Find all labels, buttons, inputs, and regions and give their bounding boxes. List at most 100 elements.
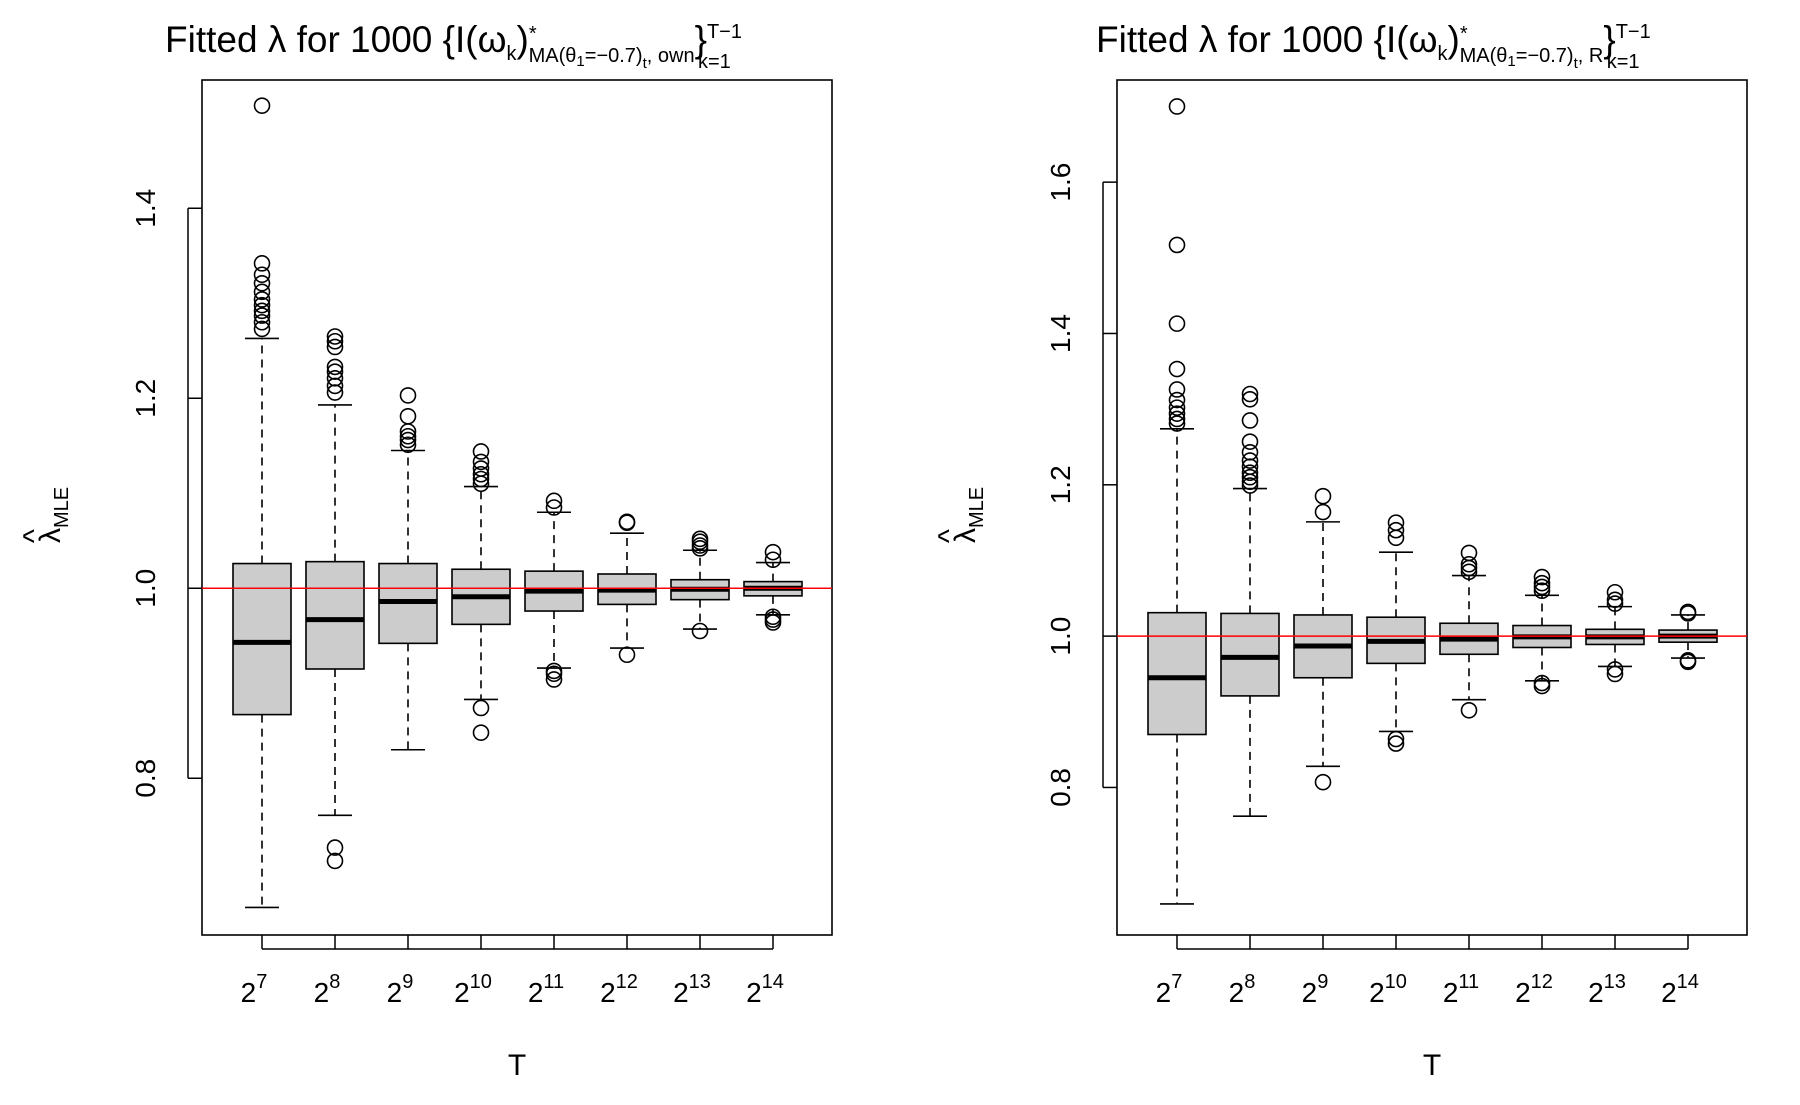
box-2-11 bbox=[524, 492, 584, 688]
title-brace: } bbox=[1603, 19, 1615, 60]
chart-panel-2: Fitted λ for 1000 {I(ωk)* MA(θ1=−0.7)t, R… bbox=[933, 19, 1748, 1082]
outlier-point bbox=[253, 97, 271, 114]
x-tick-base: 2 bbox=[387, 977, 403, 1008]
x-tick-label: 212 bbox=[600, 971, 638, 1008]
outlier-point bbox=[1533, 578, 1551, 596]
outlier-point bbox=[326, 852, 344, 870]
outlier-point bbox=[326, 328, 344, 345]
x-tick-base: 2 bbox=[241, 977, 257, 1008]
box-2-7 bbox=[1147, 98, 1207, 905]
y-tick-label: 1.2 bbox=[1045, 465, 1076, 504]
x-axis-label: T bbox=[1423, 1049, 1441, 1082]
title-sub-ma: MA(θ bbox=[529, 45, 577, 67]
outlier-point bbox=[1679, 603, 1697, 621]
y-axis-label: ^λMLE bbox=[18, 487, 73, 543]
x-tick-exponent: 14 bbox=[762, 971, 784, 993]
outlier-point bbox=[1168, 236, 1186, 254]
outlier-point bbox=[472, 724, 490, 741]
outlier-point bbox=[1387, 730, 1405, 748]
outlier-point bbox=[326, 338, 344, 356]
outlier-point bbox=[1241, 452, 1259, 469]
x-tick-label: 29 bbox=[387, 971, 414, 1008]
outlier-point bbox=[399, 436, 417, 454]
outlier-point bbox=[399, 427, 417, 445]
outlier-point bbox=[1168, 315, 1186, 332]
outlier-point bbox=[1533, 568, 1551, 586]
x-tick-label: 28 bbox=[1229, 971, 1256, 1008]
x-tick-exponent: 10 bbox=[470, 971, 492, 993]
x-tick-exponent: 12 bbox=[616, 971, 638, 993]
y-tick-label: 1.0 bbox=[1045, 617, 1076, 656]
chart-title: Fitted λ for 1000 {I(ωk)* MA(θ1=−0.7)t, R… bbox=[1096, 19, 1651, 73]
x-tick-exponent: 13 bbox=[689, 971, 711, 993]
outlier-point bbox=[1168, 415, 1186, 432]
title-sub-k: k bbox=[507, 43, 518, 65]
title-brace: } bbox=[695, 19, 707, 60]
outlier-point bbox=[1387, 521, 1405, 539]
y-tick-label: 0.8 bbox=[130, 759, 161, 798]
box-2-10 bbox=[1366, 514, 1426, 752]
iqr-box bbox=[305, 560, 365, 670]
outlier-point bbox=[764, 543, 782, 561]
outlier-point bbox=[1168, 399, 1186, 416]
outlier-point bbox=[253, 274, 271, 292]
outlier-point bbox=[1533, 574, 1551, 592]
title-sub-kind: , R bbox=[1578, 45, 1604, 67]
outlier-point bbox=[472, 470, 490, 488]
title-lower: k=1 bbox=[698, 51, 731, 73]
outlier-point bbox=[253, 307, 271, 324]
outlier-point bbox=[1460, 559, 1478, 577]
outlier-point bbox=[1314, 503, 1332, 521]
outlier-point bbox=[1168, 391, 1186, 409]
x-tick-exponent: 10 bbox=[1385, 971, 1407, 993]
x-tick-label: 212 bbox=[1515, 971, 1553, 1008]
outlier-point bbox=[1241, 468, 1259, 486]
x-tick-exponent: 8 bbox=[329, 971, 340, 993]
outlier-point bbox=[253, 320, 271, 338]
outlier-point bbox=[399, 387, 417, 404]
chart-panel-1: Fitted λ for 1000 {I(ωk)* MA(θ1=−0.7)t, o… bbox=[18, 19, 833, 1082]
title-close: ) bbox=[517, 19, 529, 60]
y-tick-label: 0.8 bbox=[1045, 768, 1076, 807]
title-sub-value: =−0.7) bbox=[585, 45, 643, 67]
outlier-point bbox=[691, 530, 709, 548]
x-tick-exponent: 13 bbox=[1604, 971, 1626, 993]
outlier-point bbox=[1314, 487, 1332, 505]
y-label-sub: MLE bbox=[966, 487, 988, 528]
outlier-point bbox=[1168, 405, 1186, 422]
outlier-point bbox=[253, 313, 271, 331]
y-tick-label: 1.4 bbox=[130, 189, 161, 228]
x-tick-base: 2 bbox=[454, 977, 470, 1008]
title-sub-t: t bbox=[643, 55, 648, 72]
x-tick-exponent: 7 bbox=[1171, 971, 1182, 993]
outlier-point bbox=[1606, 665, 1624, 683]
outlier-point bbox=[399, 407, 417, 425]
x-tick-base: 2 bbox=[1229, 977, 1245, 1008]
outlier-point bbox=[1168, 410, 1186, 428]
title-star: * bbox=[1460, 23, 1468, 45]
x-tick-label: 213 bbox=[1588, 971, 1626, 1008]
box-2-11 bbox=[1439, 544, 1499, 719]
y-label-sub: MLE bbox=[51, 487, 73, 528]
outlier-point bbox=[472, 460, 490, 477]
x-tick-base: 2 bbox=[1588, 977, 1604, 1008]
x-tick-base: 2 bbox=[1661, 977, 1677, 1008]
outlier-point bbox=[1168, 381, 1186, 398]
outlier-point bbox=[1387, 514, 1405, 531]
y-label-hat: ^ bbox=[933, 529, 966, 543]
x-tick-base: 2 bbox=[1443, 977, 1459, 1008]
box-2-9 bbox=[378, 387, 438, 751]
title-upper: T−1 bbox=[707, 21, 742, 43]
outlier-point bbox=[1460, 555, 1478, 573]
outlier-point bbox=[691, 622, 709, 640]
box-2-12 bbox=[597, 513, 657, 664]
title-sub-value: =−0.7) bbox=[1516, 45, 1574, 67]
title-sub-kind: , own bbox=[647, 45, 695, 67]
x-tick-base: 2 bbox=[600, 977, 616, 1008]
outlier-point bbox=[1460, 701, 1478, 719]
outlier-point bbox=[764, 608, 782, 626]
x-tick-base: 2 bbox=[1156, 977, 1172, 1008]
x-tick-exponent: 11 bbox=[543, 971, 564, 993]
outlier-point bbox=[326, 839, 344, 856]
outlier-point bbox=[545, 662, 563, 680]
